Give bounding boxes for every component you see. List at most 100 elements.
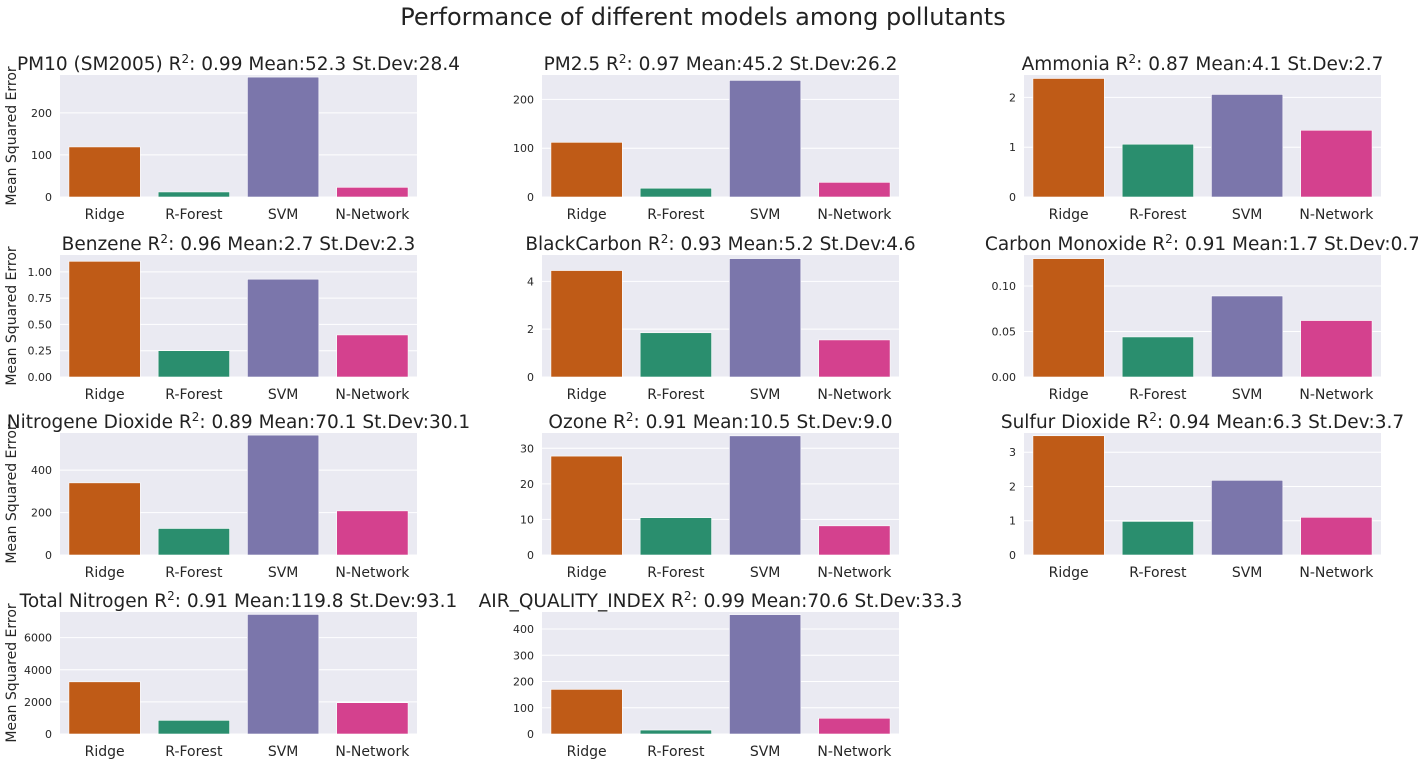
subplot-title: Carbon Monoxide R2: 0.91 Mean:1.7 St.Dev… bbox=[985, 232, 1418, 255]
x-tick-label: N-Network bbox=[817, 744, 892, 759]
subplot-title: PM10 (SM2005) R2: 0.99 Mean:52.3 St.Dev:… bbox=[17, 52, 460, 75]
x-tick-label: Ridge bbox=[567, 207, 607, 223]
x-tick-label: Ridge bbox=[85, 207, 125, 223]
y-tick-label: 10 bbox=[520, 513, 534, 526]
subplot-title: BlackCarbon R2: 0.93 Mean:5.2 St.Dev:4.6 bbox=[525, 232, 915, 255]
bar-svm bbox=[247, 614, 320, 735]
y-tick-label: 0.25 bbox=[28, 345, 53, 358]
x-tick-label: N-Network bbox=[1299, 207, 1374, 223]
subplot-11: 0 100 200 300 400 Ridge R-Forest SVM N-Network AI… bbox=[479, 589, 963, 759]
y-tick-label: 2 bbox=[527, 323, 534, 336]
bar-ridge bbox=[1032, 435, 1105, 556]
subplot-title: Benzene R2: 0.96 Mean:2.7 St.Dev:2.3 bbox=[62, 232, 416, 255]
x-tick-label: Ridge bbox=[1049, 207, 1089, 223]
y-axis-label: Mean Squared Error bbox=[4, 603, 20, 743]
bar-r-forest bbox=[157, 720, 230, 735]
subplot-8: 0 10 20 30 Ridge R-Forest SVM N-Network Ozone R2… bbox=[520, 410, 899, 581]
bar-ridge bbox=[1032, 78, 1105, 198]
bar-n-network bbox=[336, 510, 409, 556]
bar-n-network bbox=[1300, 129, 1373, 198]
y-tick-label: 2 bbox=[1009, 91, 1016, 104]
x-tick-label: SVM bbox=[268, 207, 299, 223]
subplot-10: 0 2000 4000 6000 Ridge R-Forest SVM N-Network To… bbox=[4, 589, 457, 759]
x-tick-label: SVM bbox=[268, 565, 299, 581]
y-tick-label: 2000 bbox=[24, 696, 52, 709]
x-tick-label: N-Network bbox=[817, 565, 892, 581]
subplot-9: 0 1 2 3 Ridge R-Forest SVM N-Network Sulfur Diox… bbox=[1001, 410, 1404, 581]
bar-ridge bbox=[550, 689, 623, 735]
x-tick-label: SVM bbox=[1232, 565, 1263, 581]
bar-n-network bbox=[336, 334, 409, 378]
x-tick-label: R-Forest bbox=[165, 744, 223, 759]
bar-ridge bbox=[68, 681, 141, 735]
y-tick-label: 300 bbox=[513, 649, 534, 662]
x-tick-label: N-Network bbox=[335, 565, 410, 581]
y-tick-label: 0 bbox=[1009, 549, 1016, 562]
y-tick-label: 2 bbox=[1009, 480, 1016, 493]
y-tick-label: 100 bbox=[513, 702, 534, 715]
y-tick-label: 0 bbox=[45, 728, 52, 741]
y-tick-label: 100 bbox=[513, 142, 534, 155]
bar-r-forest bbox=[639, 517, 712, 556]
y-tick-label: 0 bbox=[527, 191, 534, 204]
x-tick-label: SVM bbox=[750, 744, 781, 759]
y-tick-label: 0 bbox=[45, 549, 52, 562]
y-axis-label: Mean Squared Error bbox=[4, 66, 20, 206]
subplot-title: Total Nitrogen R2: 0.91 Mean:119.8 St.De… bbox=[19, 589, 458, 612]
bar-ridge bbox=[550, 455, 623, 556]
x-tick-label: Ridge bbox=[567, 565, 607, 581]
y-tick-label: 0.10 bbox=[992, 280, 1017, 293]
y-tick-label: 0 bbox=[1009, 191, 1016, 204]
y-tick-label: 20 bbox=[520, 478, 534, 491]
subplot-title: Nitrogene Dioxide R2: 0.89 Mean:70.1 St.… bbox=[7, 410, 470, 433]
y-tick-label: 4000 bbox=[24, 664, 52, 677]
y-tick-label: 0 bbox=[45, 191, 52, 204]
x-tick-label: Ridge bbox=[1049, 387, 1089, 403]
bar-ridge bbox=[68, 482, 141, 556]
y-tick-label: 4 bbox=[527, 275, 534, 288]
x-tick-label: SVM bbox=[1232, 387, 1263, 403]
subplot-5: 0 2 4 Ridge R-Forest SVM N-Network BlackCarbon … bbox=[525, 232, 915, 403]
y-tick-label: 0 bbox=[527, 371, 534, 384]
bar-n-network bbox=[818, 182, 891, 198]
y-tick-label: 200 bbox=[513, 676, 534, 689]
bar-ridge bbox=[68, 146, 141, 198]
bar-r-forest bbox=[1121, 336, 1194, 378]
figure-title: Performance of different models among po… bbox=[400, 3, 1005, 31]
x-tick-label: Ridge bbox=[85, 387, 125, 403]
bar-svm bbox=[247, 434, 320, 556]
bar-svm bbox=[729, 258, 802, 378]
bar-svm bbox=[247, 76, 320, 198]
x-tick-label: Ridge bbox=[1049, 565, 1089, 581]
subplot-title: Ammonia R2: 0.87 Mean:4.1 St.Dev:2.7 bbox=[1022, 52, 1384, 75]
y-tick-label: 100 bbox=[31, 149, 52, 162]
x-tick-label: N-Network bbox=[335, 744, 410, 759]
subplot-title: PM2.5 R2: 0.97 Mean:45.2 St.Dev:26.2 bbox=[544, 52, 898, 75]
x-tick-label: Ridge bbox=[567, 744, 607, 759]
bar-r-forest bbox=[1121, 521, 1194, 556]
subplot-title: Sulfur Dioxide R2: 0.94 Mean:6.3 St.Dev:… bbox=[1001, 410, 1404, 433]
x-tick-label: SVM bbox=[750, 207, 781, 223]
bar-r-forest bbox=[639, 332, 712, 378]
x-tick-label: R-Forest bbox=[1129, 387, 1187, 403]
x-tick-label: N-Network bbox=[817, 207, 892, 223]
bar-r-forest bbox=[639, 187, 712, 198]
y-tick-label: 0.00 bbox=[28, 371, 53, 384]
bar-ridge bbox=[1032, 258, 1105, 378]
bar-svm bbox=[1211, 295, 1284, 378]
subplot-title: AIR_QUALITY_INDEX R2: 0.99 Mean:70.6 St.… bbox=[479, 589, 963, 612]
bar-n-network bbox=[1300, 517, 1373, 556]
subplot-3: 0 1 2 Ridge R-Forest SVM N-Network Ammonia R2: … bbox=[1009, 52, 1383, 223]
bar-svm bbox=[729, 435, 802, 556]
x-tick-label: N-Network bbox=[1299, 387, 1374, 403]
bar-n-network bbox=[818, 525, 891, 556]
y-tick-label: 1.00 bbox=[28, 266, 53, 279]
bar-ridge bbox=[550, 270, 623, 378]
x-tick-label: N-Network bbox=[335, 387, 410, 403]
y-axis-label: Mean Squared Error bbox=[4, 424, 20, 564]
y-tick-label: 0 bbox=[527, 549, 534, 562]
x-tick-label: R-Forest bbox=[165, 207, 223, 223]
x-tick-label: Ridge bbox=[567, 387, 607, 403]
